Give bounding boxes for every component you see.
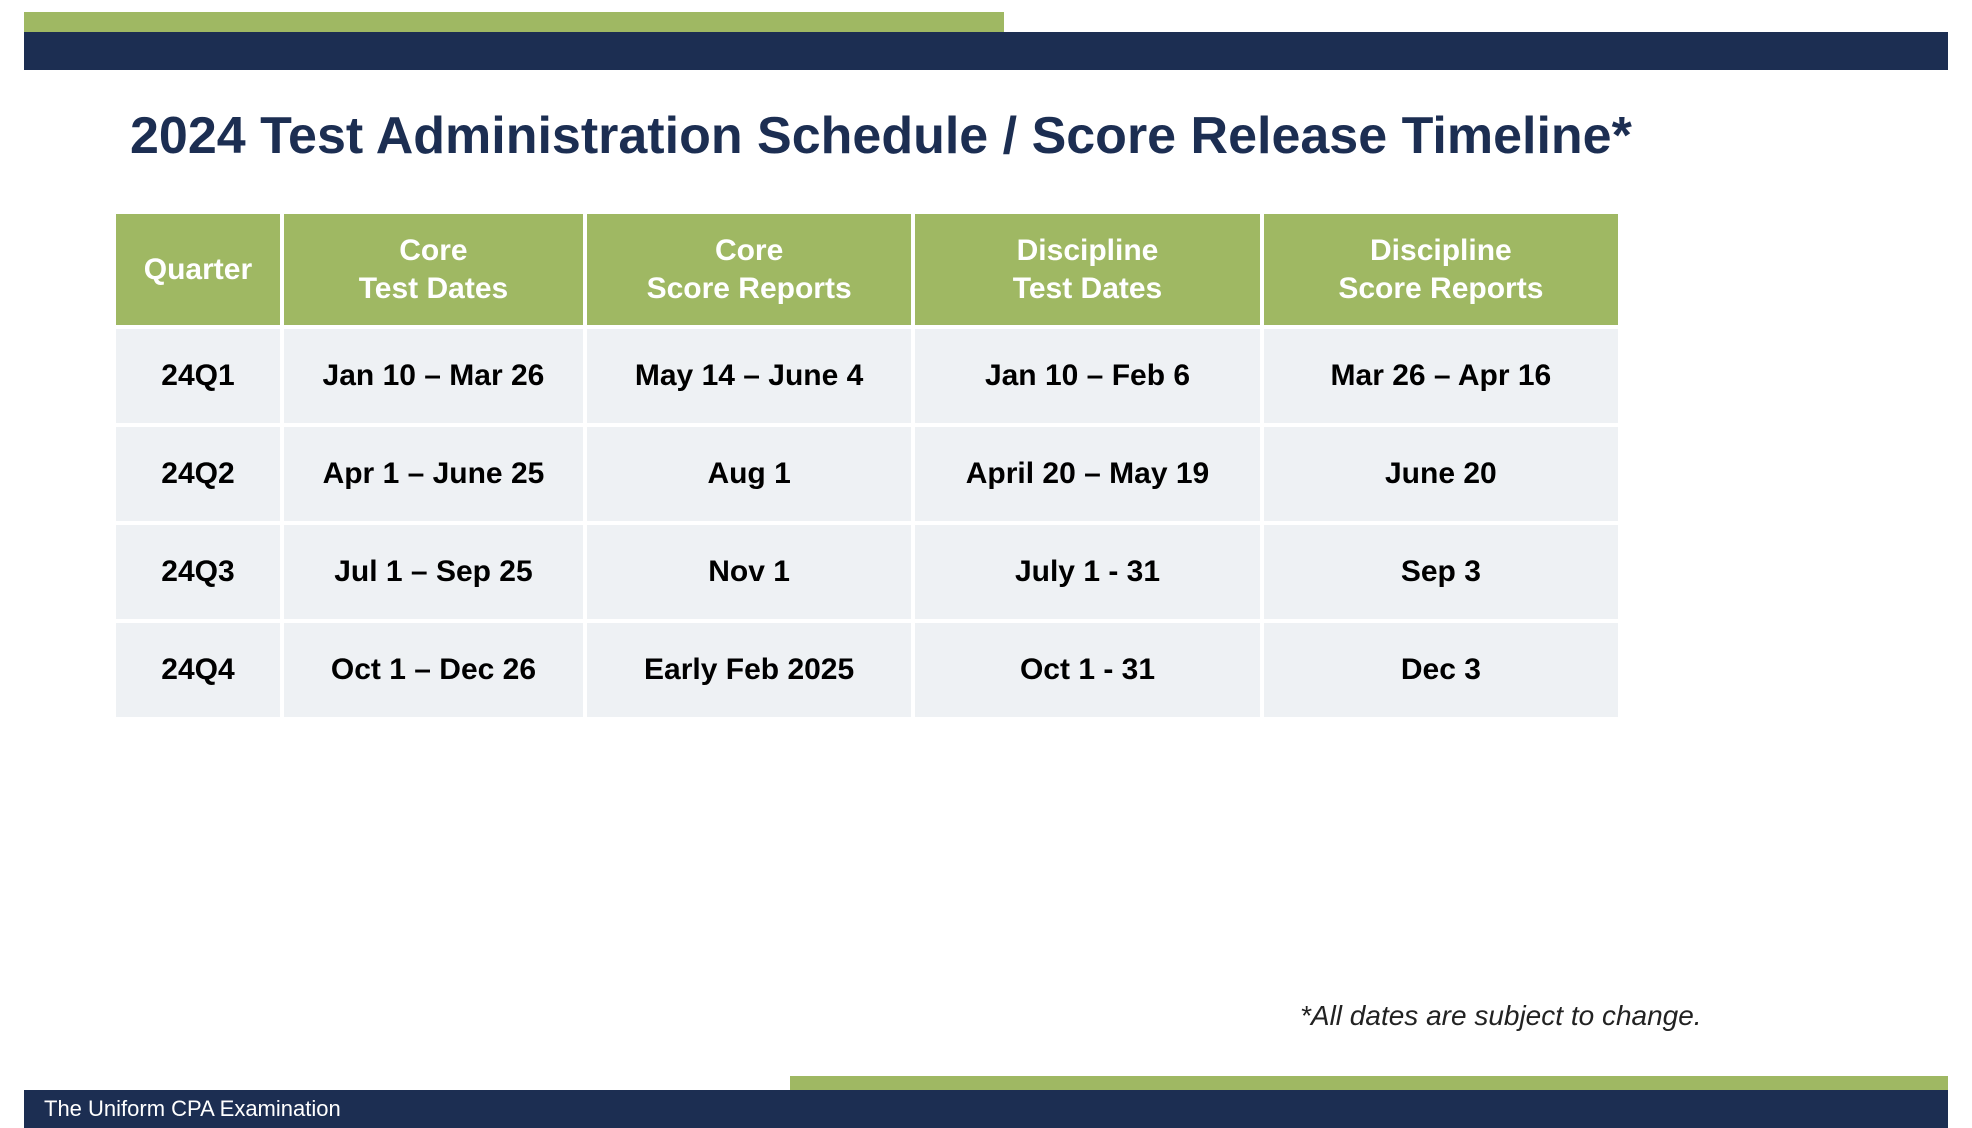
- cell-quarter: 24Q1: [116, 329, 280, 423]
- col-header-core-score-reports: CoreScore Reports: [587, 214, 911, 325]
- cell-disc-test-dates: Jan 10 – Feb 6: [915, 329, 1260, 423]
- table-row: 24Q3 Jul 1 – Sep 25 Nov 1 July 1 - 31 Se…: [116, 525, 1618, 619]
- col-header-quarter: Quarter: [116, 214, 280, 325]
- cell-disc-score-reports: Sep 3: [1264, 525, 1618, 619]
- top-accent-dark: [24, 32, 1948, 70]
- cell-disc-test-dates: Oct 1 - 31: [915, 623, 1260, 717]
- schedule-table-wrap: Quarter CoreTest Dates CoreScore Reports…: [112, 210, 1622, 721]
- cell-disc-test-dates: July 1 - 31: [915, 525, 1260, 619]
- cell-quarter: 24Q3: [116, 525, 280, 619]
- cell-quarter: 24Q2: [116, 427, 280, 521]
- schedule-table: Quarter CoreTest Dates CoreScore Reports…: [112, 210, 1622, 721]
- footnote: *All dates are subject to change.: [1300, 1000, 1702, 1032]
- cell-core-test-dates: Oct 1 – Dec 26: [284, 623, 583, 717]
- cell-core-test-dates: Apr 1 – June 25: [284, 427, 583, 521]
- cell-core-score-reports: Early Feb 2025: [587, 623, 911, 717]
- cell-core-score-reports: Nov 1: [587, 525, 911, 619]
- cell-disc-test-dates: April 20 – May 19: [915, 427, 1260, 521]
- page-title: 2024 Test Administration Schedule / Scor…: [130, 106, 1632, 166]
- slide: 2024 Test Administration Schedule / Scor…: [0, 0, 1972, 1128]
- bottom-accent-green: [790, 1076, 1948, 1090]
- table-row: 24Q4 Oct 1 – Dec 26 Early Feb 2025 Oct 1…: [116, 623, 1618, 717]
- cell-disc-score-reports: Mar 26 – Apr 16: [1264, 329, 1618, 423]
- cell-core-test-dates: Jul 1 – Sep 25: [284, 525, 583, 619]
- cell-quarter: 24Q4: [116, 623, 280, 717]
- col-header-core-test-dates: CoreTest Dates: [284, 214, 583, 325]
- col-header-disc-test-dates: DisciplineTest Dates: [915, 214, 1260, 325]
- top-accent-green: [24, 12, 1004, 32]
- bottom-caption: The Uniform CPA Examination: [44, 1096, 341, 1122]
- table-header-row: Quarter CoreTest Dates CoreScore Reports…: [116, 214, 1618, 325]
- cell-core-score-reports: May 14 – June 4: [587, 329, 911, 423]
- cell-disc-score-reports: Dec 3: [1264, 623, 1618, 717]
- table-row: 24Q1 Jan 10 – Mar 26 May 14 – June 4 Jan…: [116, 329, 1618, 423]
- cell-core-test-dates: Jan 10 – Mar 26: [284, 329, 583, 423]
- cell-core-score-reports: Aug 1: [587, 427, 911, 521]
- cell-disc-score-reports: June 20: [1264, 427, 1618, 521]
- table-row: 24Q2 Apr 1 – June 25 Aug 1 April 20 – Ma…: [116, 427, 1618, 521]
- col-header-disc-score-reports: DisciplineScore Reports: [1264, 214, 1618, 325]
